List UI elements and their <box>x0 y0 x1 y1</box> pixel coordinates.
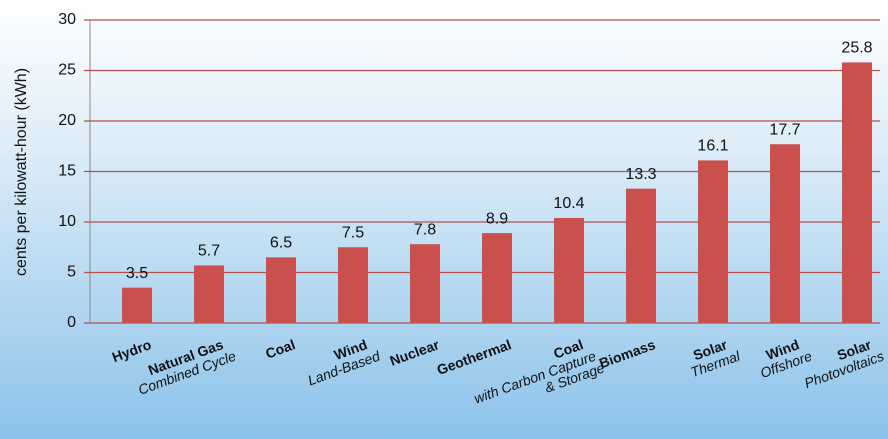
y-tick-label: 15 <box>58 163 76 180</box>
value-label: 25.8 <box>841 40 872 57</box>
value-label: 17.7 <box>769 121 800 138</box>
bar <box>482 233 512 323</box>
bar <box>410 244 440 323</box>
y-tick-label: 10 <box>58 213 76 230</box>
value-label: 6.5 <box>270 235 292 252</box>
value-label: 7.5 <box>342 224 364 241</box>
value-label: 16.1 <box>697 138 728 155</box>
bar <box>554 217 584 323</box>
bar <box>266 257 296 323</box>
bar <box>338 247 368 323</box>
bar <box>194 265 224 323</box>
bar <box>698 160 728 323</box>
value-label: 13.3 <box>625 166 656 183</box>
bar <box>122 287 152 323</box>
bar <box>626 188 656 323</box>
y-axis-label: cents per kilowatt-hour (kWh) <box>13 68 30 276</box>
y-tick-label: 0 <box>67 314 76 331</box>
bar <box>770 144 800 323</box>
bar <box>842 62 872 324</box>
value-label: 5.7 <box>198 243 220 260</box>
y-tick-label: 20 <box>58 112 76 129</box>
value-label: 3.5 <box>126 265 148 282</box>
value-label: 10.4 <box>553 195 584 212</box>
y-tick-label: 30 <box>58 11 76 28</box>
y-tick-label: 25 <box>58 62 76 79</box>
value-label: 7.8 <box>414 221 436 238</box>
value-label: 8.9 <box>486 210 508 227</box>
y-tick-label: 5 <box>67 264 76 281</box>
